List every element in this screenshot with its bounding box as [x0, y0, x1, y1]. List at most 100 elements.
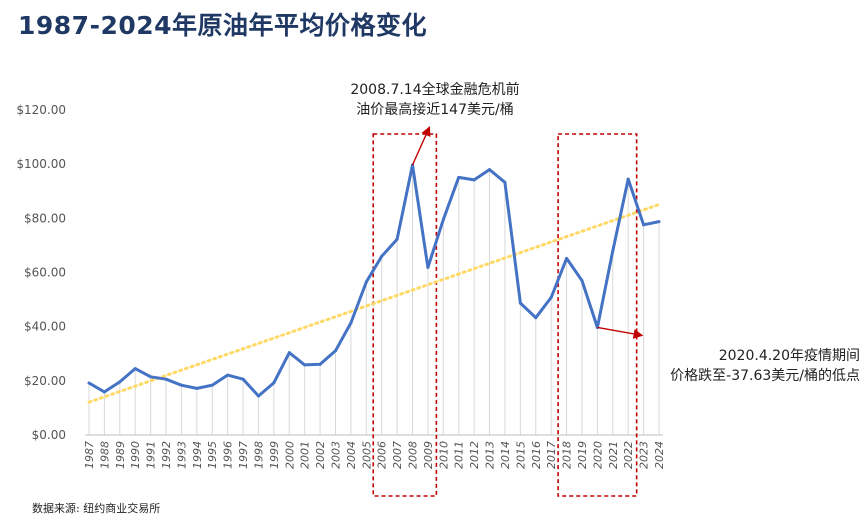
y-tick-label: $100.00 [16, 157, 66, 171]
x-tick-label: 1991 [145, 441, 158, 469]
data-point [657, 220, 661, 224]
highlight-box [372, 133, 438, 497]
highlight-box [557, 133, 638, 497]
x-tick-label: 2001 [299, 441, 312, 469]
data-point [226, 373, 230, 377]
data-point [488, 168, 492, 172]
x-tick-label: 1992 [160, 441, 173, 469]
x-tick-label: 1999 [268, 441, 281, 469]
x-tick-label: 2019 [576, 441, 589, 469]
x-tick-label: 1996 [222, 441, 235, 469]
series-group [87, 163, 661, 398]
y-axis: $0.00 $20.00 $40.00 $60.00 $80.00 $100.00 $120… [16, 103, 66, 442]
covid-annotation-line2: 价格跌至-37.63美元/桶的低点 [670, 368, 860, 384]
x-tick-label: 2012 [468, 441, 481, 469]
x-tick-label: 2007 [391, 441, 404, 469]
data-point [626, 177, 630, 181]
x-tick-label: 2023 [638, 441, 651, 469]
y-tick-label: $60.00 [24, 266, 66, 280]
data-point [349, 321, 353, 325]
y-tick-label: $40.00 [24, 320, 66, 334]
data-point [518, 301, 522, 305]
data-point [87, 381, 91, 385]
x-tick-label: 1993 [175, 441, 188, 469]
covid-annotation-line1: 2020.4.20年疫情期间 [718, 348, 860, 364]
crisis-arrow [411, 126, 431, 166]
crisis-annotation-line2: 油价最高接近147美元/桶 [356, 102, 514, 118]
x-tick-label: 2020 [591, 441, 604, 469]
data-point [303, 363, 307, 367]
crisis-annotation: 2008.7.14全球金融危机前 油价最高接近147美元/桶 [310, 80, 560, 120]
data-source: 数据来源: 纽约商业交易所 [32, 502, 161, 515]
data-point [426, 265, 430, 269]
y-tick-label: $20.00 [24, 374, 66, 388]
chart-title: 1987-2024年原油年平均价格变化 [18, 11, 428, 40]
price-series-line [88, 163, 660, 398]
x-tick-label: 2021 [607, 441, 620, 469]
crisis-annotation-line1: 2008.7.14全球金融危机前 [350, 82, 520, 98]
y-tick-label: $0.00 [32, 428, 66, 442]
data-point [395, 237, 399, 241]
y-tick-label: $80.00 [24, 211, 66, 225]
x-tick-label: 1988 [98, 441, 111, 469]
data-point [272, 381, 276, 385]
highlight-boxes [372, 133, 638, 497]
data-point [287, 351, 291, 355]
data-point [333, 349, 337, 353]
x-axis: 1987 1988 1989 1990 1991 1992 1993 1994 1995 1996… [83, 434, 666, 469]
x-tick-label: 1998 [252, 441, 265, 469]
data-point [133, 367, 137, 371]
data-point [164, 377, 168, 381]
data-point [318, 362, 322, 366]
x-tick-label: 1990 [129, 441, 142, 469]
x-tick-label: 2005 [360, 441, 373, 469]
drop-lines [88, 164, 660, 435]
x-tick-label: 2024 [653, 441, 666, 469]
x-tick-label: 2015 [514, 441, 527, 469]
data-point [611, 249, 615, 253]
x-tick-label: 2011 [453, 441, 466, 469]
x-tick-label: 2017 [545, 441, 558, 469]
data-point [457, 175, 461, 179]
x-tick-label: 2022 [622, 441, 635, 469]
data-point [565, 256, 569, 260]
trendline-group [87, 203, 661, 404]
x-tick-label: 2003 [329, 441, 342, 469]
x-tick-label: 1989 [114, 441, 127, 469]
x-tick-label: 2004 [345, 441, 358, 469]
data-point [364, 280, 368, 284]
x-tick-label: 2006 [376, 441, 389, 469]
data-point [149, 375, 153, 379]
y-tick-label: $120.00 [16, 103, 66, 117]
data-point [195, 386, 199, 390]
trendline [87, 203, 661, 404]
x-tick-label: 2016 [530, 441, 543, 469]
x-tick-label: 1995 [206, 441, 219, 469]
data-point [642, 223, 646, 227]
data-point [549, 295, 553, 299]
x-tick-label: 2002 [314, 441, 327, 469]
data-point [256, 394, 260, 398]
data-point [441, 218, 445, 222]
x-tick-label: 2014 [499, 441, 512, 469]
data-point [118, 380, 122, 384]
data-point [179, 383, 183, 387]
data-point [580, 279, 584, 283]
annotation-arrows [411, 126, 644, 339]
x-tick-label: 2008 [407, 441, 420, 469]
x-tick-label: 2009 [422, 441, 435, 469]
data-point [210, 383, 214, 387]
x-tick-label: 1997 [237, 441, 250, 469]
x-tick-label: 2013 [484, 441, 497, 469]
covid-annotation: 2020.4.20年疫情期间 价格跌至-37.63美元/桶的低点 [610, 346, 860, 386]
x-tick-label: 2018 [561, 441, 574, 469]
data-point [472, 178, 476, 182]
x-tick-label: 2010 [437, 441, 450, 469]
data-point [534, 316, 538, 320]
data-point [380, 254, 384, 258]
x-tick-label: 2000 [283, 441, 296, 469]
data-point [503, 180, 507, 184]
x-tick-label: 1987 [83, 441, 96, 469]
data-point [102, 390, 106, 394]
